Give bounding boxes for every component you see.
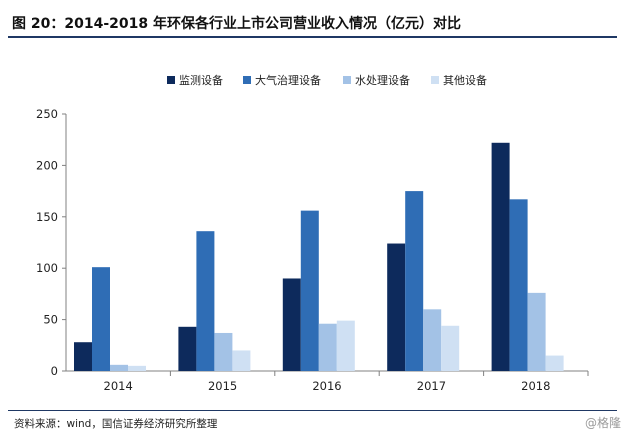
x-tick-label: 2016 bbox=[312, 379, 341, 393]
bar-3-2018 bbox=[527, 292, 546, 371]
bar-3-2015 bbox=[214, 332, 233, 371]
x-tick-label: 2018 bbox=[521, 379, 550, 393]
y-tick-label: 200 bbox=[36, 158, 58, 172]
legend-swatch-3 bbox=[343, 76, 351, 84]
bar-2-2018 bbox=[509, 199, 528, 371]
bar-1-2016 bbox=[282, 278, 301, 371]
bar-2-2014 bbox=[92, 267, 110, 371]
bar-4-2018 bbox=[545, 355, 564, 371]
bar-1-2018 bbox=[491, 142, 510, 371]
legend-label-2: 大气治理设备 bbox=[255, 73, 321, 87]
bar-3-2016 bbox=[318, 323, 337, 371]
legend-label-3: 水处理设备 bbox=[355, 73, 410, 87]
x-tick-label: 2014 bbox=[104, 379, 133, 393]
y-tick-label: 250 bbox=[36, 107, 58, 121]
legend-swatch-4 bbox=[431, 76, 439, 84]
watermark: @格隆 bbox=[584, 416, 621, 430]
bar-2-2016 bbox=[300, 210, 319, 371]
legend-swatch-1 bbox=[167, 76, 175, 84]
legend-label-1: 监测设备 bbox=[179, 73, 223, 87]
bar-2-2015 bbox=[196, 231, 215, 371]
bar-3-2017 bbox=[423, 309, 442, 371]
bar-1-2017 bbox=[387, 243, 406, 371]
figure-title: 图 20：2014-2018 年环保各行业上市公司营业收入情况（亿元）对比 bbox=[12, 16, 461, 32]
source-note: 资料来源：wind，国信证券经济研究所整理 bbox=[14, 418, 218, 430]
y-tick-label: 0 bbox=[51, 364, 58, 378]
y-tick-label: 50 bbox=[43, 313, 58, 327]
y-tick-label: 150 bbox=[36, 210, 58, 224]
bar-4-2014 bbox=[128, 365, 146, 371]
y-tick-label: 100 bbox=[36, 261, 58, 275]
legend-swatch-2 bbox=[243, 76, 251, 84]
x-tick-label: 2015 bbox=[208, 379, 237, 393]
legend-label-4: 其他设备 bbox=[443, 73, 487, 87]
bar-1-2015 bbox=[178, 326, 197, 371]
source-divider bbox=[8, 410, 617, 411]
bar-4-2016 bbox=[336, 320, 355, 371]
figure-title-bar: 图 20：2014-2018 年环保各行业上市公司营业收入情况（亿元）对比 bbox=[8, 6, 617, 38]
bar-2-2017 bbox=[405, 191, 424, 371]
bar-4-2017 bbox=[441, 325, 460, 371]
bar-4-2015 bbox=[232, 350, 251, 371]
bar-1-2014 bbox=[74, 342, 92, 371]
bar-3-2014 bbox=[110, 364, 128, 371]
x-tick-label: 2017 bbox=[417, 379, 446, 393]
